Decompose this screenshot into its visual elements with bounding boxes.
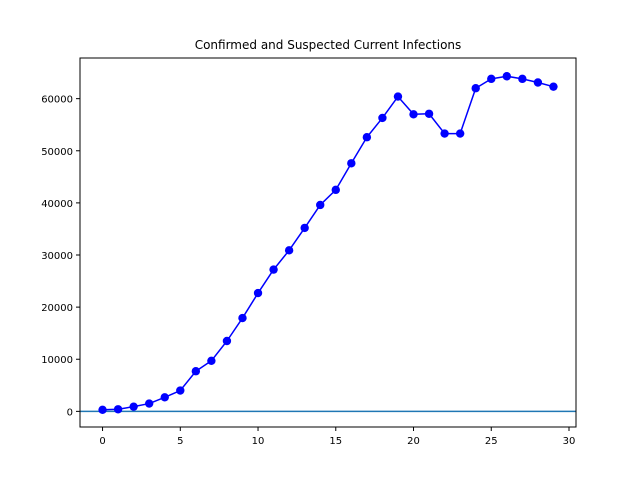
data-point [207,356,216,366]
data-point [440,129,449,138]
data-point [316,200,325,210]
x-tick-label: 20 [407,436,420,447]
data-point [176,386,185,395]
data-point [409,110,418,119]
y-tick-label: 30000 [41,251,73,262]
x-tick-label: 5 [177,436,183,447]
data-point [533,78,543,87]
data-point [144,399,154,408]
data-point [331,185,340,195]
y-tick-label: 10000 [41,355,73,366]
x-tick-label: 10 [252,436,265,447]
data-point [502,72,512,81]
x-tick-label: 0 [99,436,105,447]
data-point [191,367,201,376]
data-point [487,74,496,84]
data-point [518,74,527,84]
data-point [222,336,232,346]
data-point [378,113,387,123]
y-tick-label: 40000 [41,199,73,210]
data-point [424,109,434,118]
data-point [300,223,309,233]
data-point [113,405,123,414]
data-point [362,133,372,142]
data-point [393,92,403,101]
data-point [238,313,247,323]
data-point [471,84,480,93]
x-tick-label: 25 [485,436,498,447]
data-point [455,129,465,138]
y-tick-label: 50000 [41,147,73,158]
x-axis-ticks: 0 5 10 15 20 25 30 [99,427,575,447]
data-point [549,82,558,91]
y-tick-label: 0 [67,407,73,418]
y-tick-label: 60000 [41,95,73,106]
y-tick-label: 20000 [41,303,73,314]
series-layer [98,72,558,415]
x-tick-label: 30 [563,436,576,447]
data-point [160,393,169,402]
y-axis-ticks: 0 10000 20000 30000 40000 50000 60000 [41,95,80,418]
data-point [129,402,138,411]
chart-title: Confirmed and Suspected Current Infectio… [195,38,462,52]
data-point [347,159,356,168]
data-point [253,288,263,298]
axes-frame [79,57,577,428]
x-tick-label: 15 [329,436,342,447]
data-point [98,405,107,415]
data-point [269,265,278,274]
data-point [284,246,294,255]
